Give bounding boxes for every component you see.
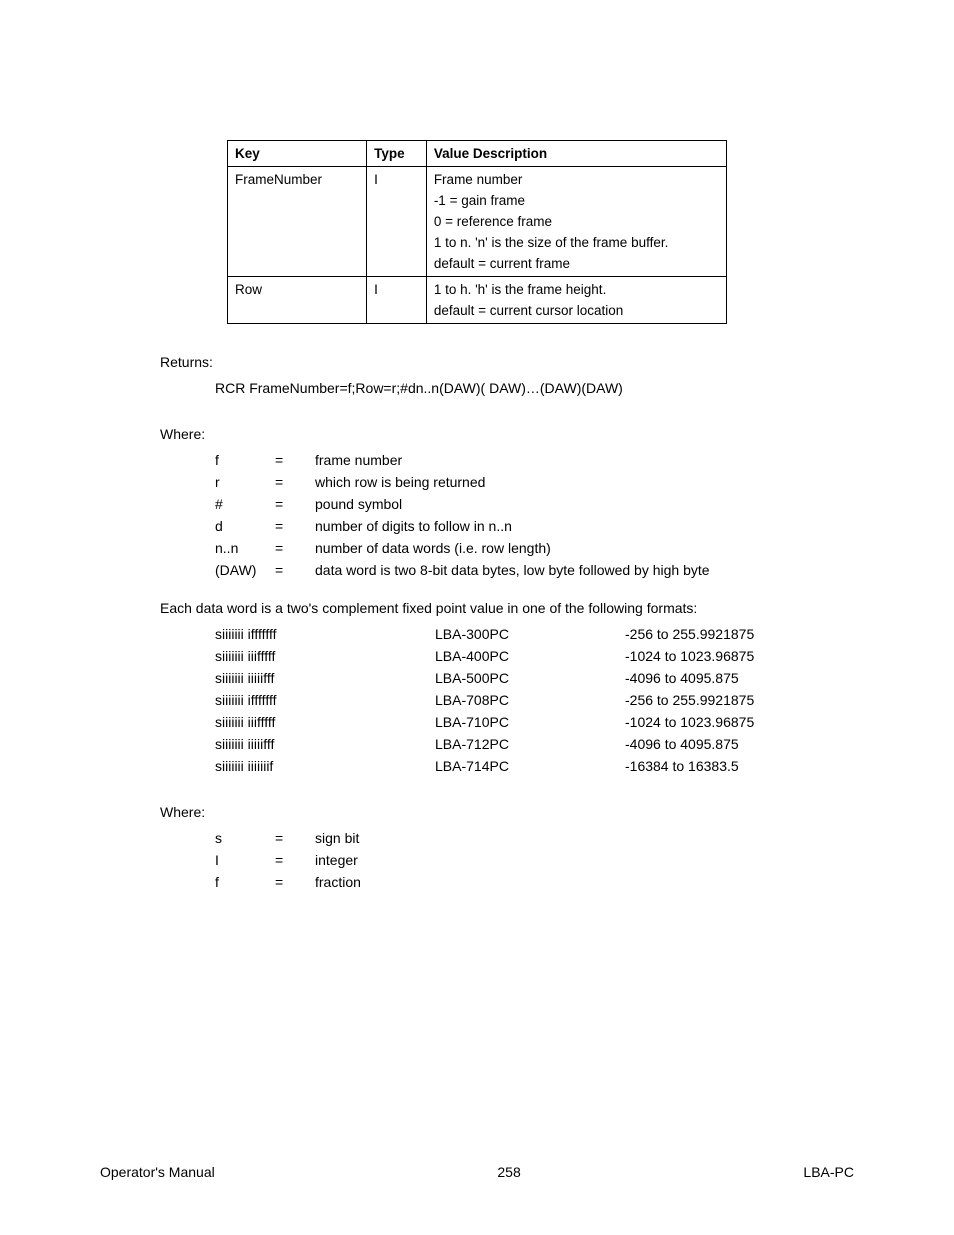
format-row: siiiiiii iiifffffLBA-400PC-1024 to 1023.…: [215, 648, 794, 664]
def-equals: =: [275, 496, 315, 512]
format-range: -1024 to 1023.96875: [625, 648, 794, 664]
format-range: -4096 to 4095.875: [625, 670, 794, 686]
cell-desc: 1 to h. 'h' is the frame height.default …: [426, 277, 726, 324]
parameters-table: Key Type Value Description FrameNumberIF…: [227, 140, 727, 324]
format-range: -1024 to 1023.96875: [625, 714, 794, 730]
returns-label: Returns:: [160, 354, 794, 370]
def-symbol: I: [215, 852, 275, 868]
footer-right: LBA-PC: [803, 1164, 854, 1180]
cell-key: Row: [228, 277, 367, 324]
format-model: LBA-712PC: [435, 736, 625, 752]
cell-key: FrameNumber: [228, 167, 367, 277]
def-text: data word is two 8-bit data bytes, low b…: [315, 562, 794, 578]
th-key: Key: [228, 141, 367, 167]
def-text: sign bit: [315, 830, 794, 846]
def-text: fraction: [315, 874, 794, 890]
def-equals: =: [275, 452, 315, 468]
def-row: f=frame number: [215, 452, 794, 468]
def-symbol: d: [215, 518, 275, 534]
def-symbol: s: [215, 830, 275, 846]
formats-intro: Each data word is a two's complement fix…: [160, 600, 794, 616]
table-row: RowI1 to h. 'h' is the frame height.defa…: [228, 277, 727, 324]
where-label-1: Where:: [160, 426, 794, 442]
def-text: which row is being returned: [315, 474, 794, 490]
page-footer: Operator's Manual 258 LBA-PC: [100, 1164, 854, 1180]
formats-list: siiiiiii ifffffffLBA-300PC-256 to 255.99…: [215, 626, 794, 774]
cell-type: I: [367, 277, 427, 324]
table-row: FrameNumberIFrame number-1 = gain frame0…: [228, 167, 727, 277]
footer-left: Operator's Manual: [100, 1164, 215, 1180]
def-symbol: r: [215, 474, 275, 490]
def-symbol: n..n: [215, 540, 275, 556]
format-row: siiiiiii iiiiifffLBA-500PC-4096 to 4095.…: [215, 670, 794, 686]
def-symbol: f: [215, 452, 275, 468]
format-model: LBA-300PC: [435, 626, 625, 642]
def-row: I=integer: [215, 852, 794, 868]
def-row: r=which row is being returned: [215, 474, 794, 490]
format-model: LBA-400PC: [435, 648, 625, 664]
def-equals: =: [275, 474, 315, 490]
format-row: siiiiiii iiiiiiifLBA-714PC-16384 to 1638…: [215, 758, 794, 774]
format-bits: siiiiiii iiiiifff: [215, 736, 435, 752]
format-range: -256 to 255.9921875: [625, 626, 794, 642]
def-equals: =: [275, 518, 315, 534]
cell-desc: Frame number-1 = gain frame0 = reference…: [426, 167, 726, 277]
def-text: integer: [315, 852, 794, 868]
format-range: -256 to 255.9921875: [625, 692, 794, 708]
th-type: Type: [367, 141, 427, 167]
def-row: n..n=number of data words (i.e. row leng…: [215, 540, 794, 556]
format-row: siiiiiii ifffffffLBA-300PC-256 to 255.99…: [215, 626, 794, 642]
format-row: siiiiiii iiifffffLBA-710PC-1024 to 1023.…: [215, 714, 794, 730]
format-model: LBA-708PC: [435, 692, 625, 708]
format-bits: siiiiiii ifffffff: [215, 626, 435, 642]
def-symbol: #: [215, 496, 275, 512]
format-bits: siiiiiii iiifffff: [215, 714, 435, 730]
format-model: LBA-500PC: [435, 670, 625, 686]
format-range: -16384 to 16383.5: [625, 758, 794, 774]
format-bits: siiiiiii ifffffff: [215, 692, 435, 708]
format-row: siiiiiii iiiiifffLBA-712PC-4096 to 4095.…: [215, 736, 794, 752]
def-equals: =: [275, 562, 315, 578]
def-equals: =: [275, 830, 315, 846]
where-defs-2: s=sign bitI=integerf=fraction: [215, 830, 794, 890]
def-row: (DAW)=data word is two 8-bit data bytes,…: [215, 562, 794, 578]
format-model: LBA-714PC: [435, 758, 625, 774]
format-model: LBA-710PC: [435, 714, 625, 730]
def-symbol: (DAW): [215, 562, 275, 578]
format-bits: siiiiiii iiifffff: [215, 648, 435, 664]
def-row: f=fraction: [215, 874, 794, 890]
def-row: s=sign bit: [215, 830, 794, 846]
def-equals: =: [275, 540, 315, 556]
def-equals: =: [275, 852, 315, 868]
def-text: frame number: [315, 452, 794, 468]
returns-text: RCR FrameNumber=f;Row=r;#dn..n(DAW)( DAW…: [215, 380, 794, 396]
footer-center: 258: [497, 1164, 520, 1180]
def-symbol: f: [215, 874, 275, 890]
cell-type: I: [367, 167, 427, 277]
def-row: d=number of digits to follow in n..n: [215, 518, 794, 534]
where-label-2: Where:: [160, 804, 794, 820]
def-text: pound symbol: [315, 496, 794, 512]
def-row: #=pound symbol: [215, 496, 794, 512]
format-bits: siiiiiii iiiiiiif: [215, 758, 435, 774]
format-bits: siiiiiii iiiiifff: [215, 670, 435, 686]
where-defs-1: f=frame numberr=which row is being retur…: [215, 452, 794, 578]
def-equals: =: [275, 874, 315, 890]
format-row: siiiiiii ifffffffLBA-708PC-256 to 255.99…: [215, 692, 794, 708]
format-range: -4096 to 4095.875: [625, 736, 794, 752]
th-desc: Value Description: [426, 141, 726, 167]
def-text: number of data words (i.e. row length): [315, 540, 794, 556]
def-text: number of digits to follow in n..n: [315, 518, 794, 534]
